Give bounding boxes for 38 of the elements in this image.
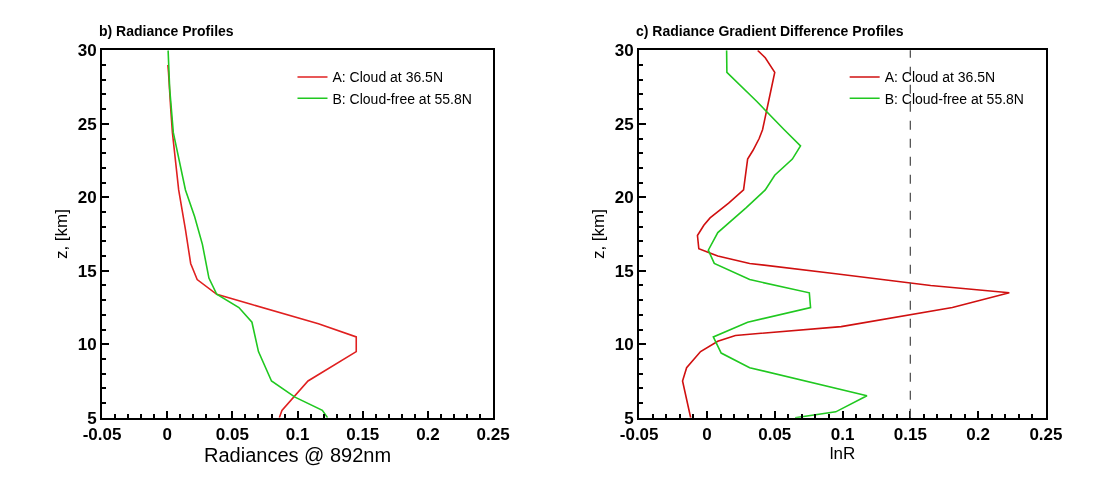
- x-tick-label: 0.15: [346, 425, 380, 445]
- y-tick-label: 15: [614, 261, 634, 281]
- line-series: [707, 50, 868, 418]
- x-tick-label: 0.2: [966, 425, 990, 445]
- y-tick-label: 10: [614, 335, 634, 355]
- x-axis-title: lnR: [829, 444, 856, 464]
- x-tick-label: 0.2: [416, 425, 440, 445]
- y-tick-label: 30: [77, 41, 97, 61]
- y-axis-title: z, [km]: [588, 209, 608, 260]
- x-tick-label: 0.05: [215, 425, 249, 445]
- y-axis-title: z, [km]: [51, 209, 71, 260]
- y-tick-label: 10: [77, 335, 97, 355]
- chart-title: b) Radiance Profiles: [99, 23, 234, 39]
- y-tick-label: 20: [614, 188, 634, 208]
- y-tick-label: 5: [87, 408, 97, 428]
- legend-label: B: Cloud-free at 55.8N: [884, 90, 1024, 107]
- x-tick-label: 0.25: [476, 425, 510, 445]
- x-tick-label: 0.1: [830, 425, 855, 445]
- x-tick-label: 0.1: [285, 425, 310, 445]
- y-tick-label: 30: [614, 41, 634, 61]
- line-series: [167, 50, 329, 418]
- y-tick-label: 25: [77, 114, 97, 134]
- x-tick-label: 0: [702, 425, 712, 445]
- chart-title: c) Radiance Gradient Difference Profiles: [636, 23, 904, 39]
- legend-label: A: Cloud at 36.5N: [332, 69, 444, 86]
- x-tick-label: -0.05: [619, 425, 659, 445]
- x-tick-label: 0.05: [758, 425, 792, 445]
- x-axis-title: Radiances @ 892nm: [204, 444, 392, 467]
- x-tick-label: 0: [162, 425, 172, 445]
- x-tick-label: 0.25: [1029, 425, 1063, 445]
- y-tick-label: 20: [77, 188, 97, 208]
- legend-label: B: Cloud-free at 55.8N: [332, 90, 472, 107]
- x-tick-label: -0.05: [82, 425, 122, 445]
- y-tick-label: 25: [614, 114, 634, 134]
- legend-label: A: Cloud at 36.5N: [884, 69, 996, 86]
- y-tick-label: 15: [77, 261, 97, 281]
- y-tick-label: 5: [624, 408, 634, 428]
- x-tick-label: 0.15: [893, 425, 927, 445]
